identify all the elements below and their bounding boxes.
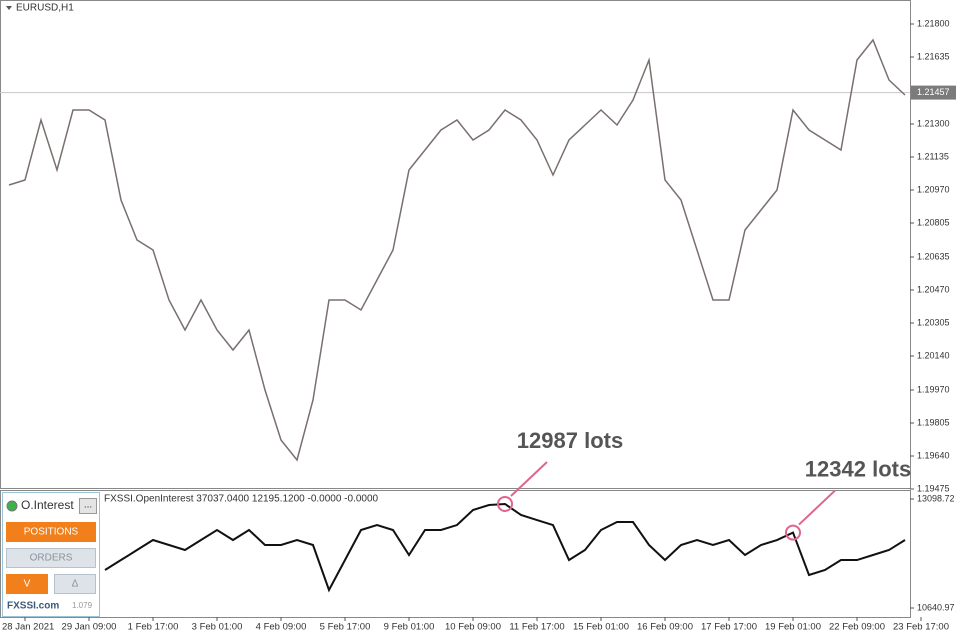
indicator-frame [0, 490, 911, 618]
x-tick-label: 1 Feb 17:00 [128, 622, 179, 633]
symbol-arrow [6, 6, 12, 10]
menu-button[interactable] [79, 498, 97, 514]
x-tick-label: 11 Feb 17:00 [509, 622, 564, 633]
brand[interactable]: FXSSI.com [7, 601, 59, 612]
y-tick-label: 10640.97 [917, 602, 955, 612]
y-tick-label: 1.21135 [917, 151, 949, 161]
orders-button[interactable] [6, 548, 96, 568]
widget-title: O.Interest [21, 498, 74, 512]
price-frame [0, 0, 911, 489]
y-tick-label: 1.19970 [917, 384, 950, 394]
positions-button[interactable] [6, 522, 96, 542]
current-price-box [911, 85, 956, 100]
y-tick-label: 1.20305 [917, 317, 950, 327]
indicator-title: FXSSI.OpenInterest 37037.0400 12195.1200… [104, 494, 379, 505]
annotation-line [798, 489, 836, 526]
menu-label[interactable]: ... [84, 500, 92, 511]
y-tick-label: 1.20805 [917, 217, 950, 227]
x-tick-label: 22 Feb 09:00 [829, 622, 885, 633]
y-tick-label: 1.20970 [917, 184, 950, 194]
up-button[interactable] [54, 574, 96, 594]
x-tick-label: 5 Feb 17:00 [320, 622, 371, 633]
y-tick-label: 1.21800 [917, 18, 950, 28]
x-tick-label: 9 Feb 01:00 [384, 622, 435, 633]
x-tick-label: 10 Feb 09:00 [445, 622, 501, 633]
x-tick-label: 23 Feb 17:00 [893, 622, 949, 633]
orders-label[interactable]: ORDERS [30, 553, 73, 564]
x-tick-label: 16 Feb 09:00 [637, 622, 693, 633]
annotation-label: 12987 lots [517, 428, 623, 453]
x-tick-label: 28 Jan 2021 [2, 622, 54, 633]
annotation-label: 12342 lots [805, 456, 911, 481]
widget: O.Interest ... POSITIONS ORDERS V Δ FXSS… [2, 492, 100, 617]
annotation-circle [785, 524, 801, 541]
x-tick-label: 29 Jan 09:00 [62, 622, 117, 633]
y-tick-label: 13098.72 [917, 493, 955, 503]
x-tick-label: 4 Feb 09:00 [256, 622, 307, 633]
x-tick-label: 3 Feb 01:00 [192, 622, 243, 633]
symbol-title: EURUSD,H1 [16, 3, 74, 14]
y-tick-label: 1.19640 [917, 450, 950, 460]
version: 1.079 [72, 601, 93, 610]
series-line [8, 38, 906, 462]
x-tick-label: 17 Feb 17:00 [701, 622, 757, 633]
current-price-label: 1.21457 [917, 87, 950, 97]
y-tick-label: 1.19805 [917, 417, 950, 427]
annotation-circle [497, 495, 513, 512]
y-tick-label: 1.20470 [917, 284, 950, 294]
x-tick-label: 19 Feb 01:00 [765, 622, 821, 633]
annotation-line [510, 461, 548, 497]
down-button[interactable] [6, 574, 48, 594]
y-tick-label: 1.20635 [917, 251, 950, 261]
y-tick-label: 1.20140 [917, 350, 950, 360]
y-tick-label: 1.21300 [917, 118, 950, 128]
x-tick-label: 15 Feb 01:00 [573, 622, 629, 633]
y-tick-label: 1.19475 [917, 483, 950, 493]
status-dot [6, 500, 18, 512]
down-label[interactable]: V [24, 579, 31, 590]
series-line [104, 502, 906, 593]
y-tick-label: 1.21635 [917, 51, 950, 61]
up-label[interactable]: Δ [72, 579, 79, 590]
positions-label[interactable]: POSITIONS [24, 527, 79, 538]
